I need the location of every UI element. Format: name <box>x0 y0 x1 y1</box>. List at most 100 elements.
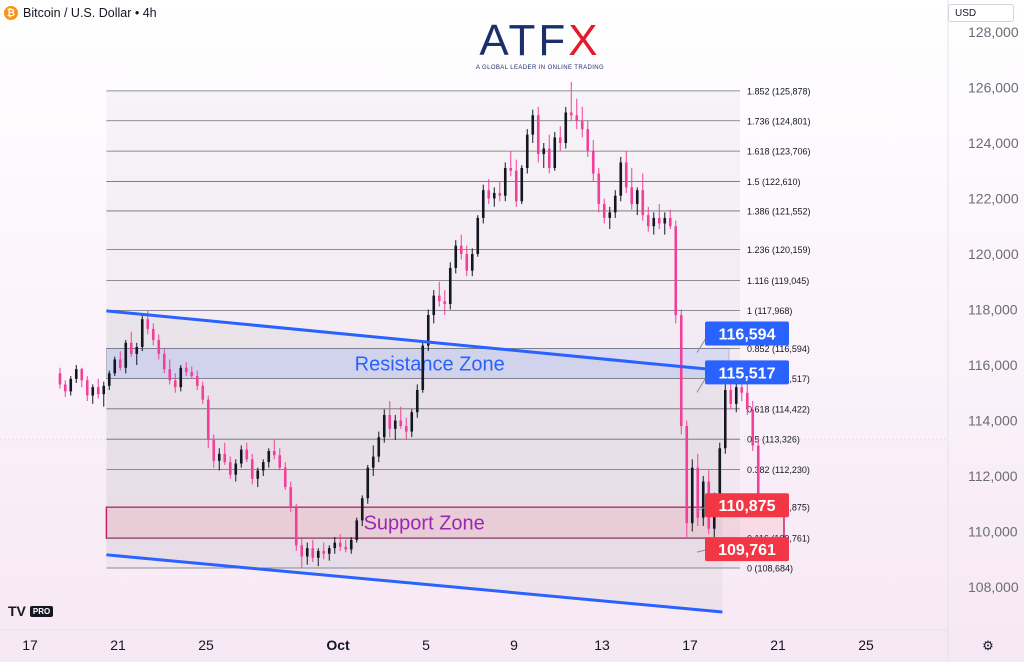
candle-body[interactable] <box>91 387 95 396</box>
candle-body[interactable] <box>756 445 760 496</box>
candle-body[interactable] <box>641 190 645 216</box>
candle-body[interactable] <box>503 167 507 196</box>
candle-body[interactable] <box>575 115 579 121</box>
candle-body[interactable] <box>674 226 678 316</box>
candle-body[interactable] <box>437 295 441 302</box>
candle-body[interactable] <box>608 212 612 218</box>
candle-body[interactable] <box>663 217 667 224</box>
candle-body[interactable] <box>679 315 683 427</box>
channel-lower-line[interactable] <box>106 553 723 614</box>
candle-body[interactable] <box>179 367 183 388</box>
candle-body[interactable] <box>278 455 282 468</box>
candle-body[interactable] <box>492 192 496 199</box>
candle-body[interactable] <box>360 498 364 521</box>
candle-body[interactable] <box>399 420 403 427</box>
candle-body[interactable] <box>734 387 738 404</box>
candle-body[interactable] <box>113 359 117 374</box>
candle-body[interactable] <box>404 426 408 432</box>
candle-body[interactable] <box>102 385 106 395</box>
candle-body[interactable] <box>190 371 194 377</box>
candle-body[interactable] <box>173 380 177 388</box>
candle-body[interactable] <box>151 328 155 341</box>
candle-body[interactable] <box>184 367 188 372</box>
candle-body[interactable] <box>245 449 249 460</box>
candle-body[interactable] <box>140 319 144 347</box>
candle-body[interactable] <box>355 520 359 540</box>
candle-body[interactable] <box>63 384 67 392</box>
candle-body[interactable] <box>294 507 298 546</box>
candle-body[interactable] <box>289 487 293 508</box>
candle-body[interactable] <box>476 217 480 254</box>
candle-body[interactable] <box>701 481 705 518</box>
candle-body[interactable] <box>168 369 172 381</box>
candle-body[interactable] <box>723 389 727 449</box>
candle-body[interactable] <box>569 112 573 116</box>
candle-body[interactable] <box>371 456 375 468</box>
candle-body[interactable] <box>509 167 513 171</box>
candle-body[interactable] <box>481 190 485 218</box>
candle-body[interactable] <box>470 254 474 271</box>
candle-body[interactable] <box>333 542 337 549</box>
candle-body[interactable] <box>729 389 733 404</box>
candle-body[interactable] <box>696 467 700 518</box>
candle-body[interactable] <box>421 345 425 390</box>
candle-body[interactable] <box>558 137 562 143</box>
candle-body[interactable] <box>74 369 78 379</box>
candle-body[interactable] <box>267 451 271 463</box>
candle-body[interactable] <box>580 120 584 130</box>
candle-body[interactable] <box>415 389 419 413</box>
candle-body[interactable] <box>685 426 689 524</box>
candle-body[interactable] <box>487 190 491 199</box>
candle-body[interactable] <box>613 195 617 213</box>
symbol-header[interactable]: ₿ Bitcoin / U.S. Dollar • 4h <box>4 4 157 22</box>
candle-body[interactable] <box>124 342 128 368</box>
candle-body[interactable] <box>646 215 650 227</box>
candle-body[interactable] <box>311 548 315 558</box>
gear-icon[interactable]: ⚙ <box>982 638 994 653</box>
candle-body[interactable] <box>69 378 73 392</box>
candle-body[interactable] <box>547 148 551 168</box>
candle-body[interactable] <box>107 373 111 386</box>
candle-body[interactable] <box>465 254 469 271</box>
candle-body[interactable] <box>718 448 722 499</box>
candle-body[interactable] <box>586 129 590 152</box>
candle-body[interactable] <box>327 548 331 554</box>
candle-body[interactable] <box>624 162 628 188</box>
candle-body[interactable] <box>283 467 287 488</box>
support-price-label-bg[interactable] <box>705 537 789 562</box>
candle-body[interactable] <box>635 190 639 205</box>
candle-body[interactable] <box>272 451 276 456</box>
support-zone[interactable] <box>105 506 785 539</box>
candle-body[interactable] <box>129 342 133 354</box>
candle-body[interactable] <box>498 192 502 196</box>
candle-body[interactable] <box>300 545 304 557</box>
resistance-price-label-bg[interactable] <box>705 321 789 346</box>
candle-body[interactable] <box>206 399 210 440</box>
candle-body[interactable] <box>630 187 634 205</box>
candle-body[interactable] <box>201 385 205 400</box>
candle-body[interactable] <box>454 245 458 268</box>
candle-body[interactable] <box>162 353 166 370</box>
candle-body[interactable] <box>525 134 529 168</box>
candle-body[interactable] <box>393 420 397 429</box>
candle-body[interactable] <box>80 369 84 381</box>
candle-body[interactable] <box>740 387 744 393</box>
candle-body[interactable] <box>564 112 568 143</box>
candle-body[interactable] <box>619 162 623 196</box>
candle-body[interactable] <box>602 204 606 218</box>
candle-body[interactable] <box>250 459 254 479</box>
candle-body[interactable] <box>217 453 221 461</box>
support-price-label-bg[interactable] <box>705 493 789 518</box>
candle-body[interactable] <box>591 151 595 174</box>
candle-body[interactable] <box>349 539 353 550</box>
currency-selector[interactable]: USD <box>948 4 1014 22</box>
candle-body[interactable] <box>239 449 243 464</box>
candle-body[interactable] <box>751 409 755 446</box>
candle-body[interactable] <box>366 467 370 499</box>
candle-body[interactable] <box>195 376 199 386</box>
candle-body[interactable] <box>531 115 535 135</box>
candle-body[interactable] <box>388 414 392 429</box>
candle-body[interactable] <box>223 453 227 463</box>
channel-upper-line[interactable] <box>106 309 723 373</box>
